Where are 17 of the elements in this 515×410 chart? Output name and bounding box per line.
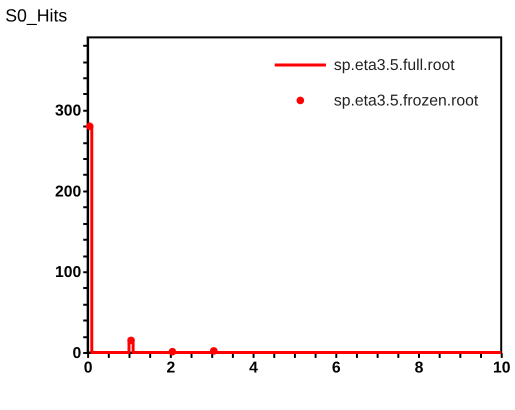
x-tick-label: 4 [249, 360, 258, 377]
y-tick-label: 0 [72, 344, 82, 362]
legend-label: sp.eta3.5.frozen.root [334, 92, 479, 110]
point [168, 348, 176, 356]
x-tick-label: 0 [84, 360, 93, 377]
y-tick-label: 100 [54, 264, 82, 282]
point [86, 122, 94, 130]
chart-title: S0_Hits [5, 6, 68, 26]
point [210, 347, 218, 355]
y-tick-label: 200 [54, 183, 82, 200]
y-tick-label: 300 [54, 102, 82, 120]
point [127, 336, 135, 344]
x-tick-label: 2 [166, 360, 176, 377]
x-tick-label: 8 [414, 360, 424, 377]
x-tick-label: 10 [492, 360, 511, 377]
x-tick-label: 6 [332, 360, 341, 377]
legend-label: sp.eta3.5.full.root [334, 56, 456, 74]
